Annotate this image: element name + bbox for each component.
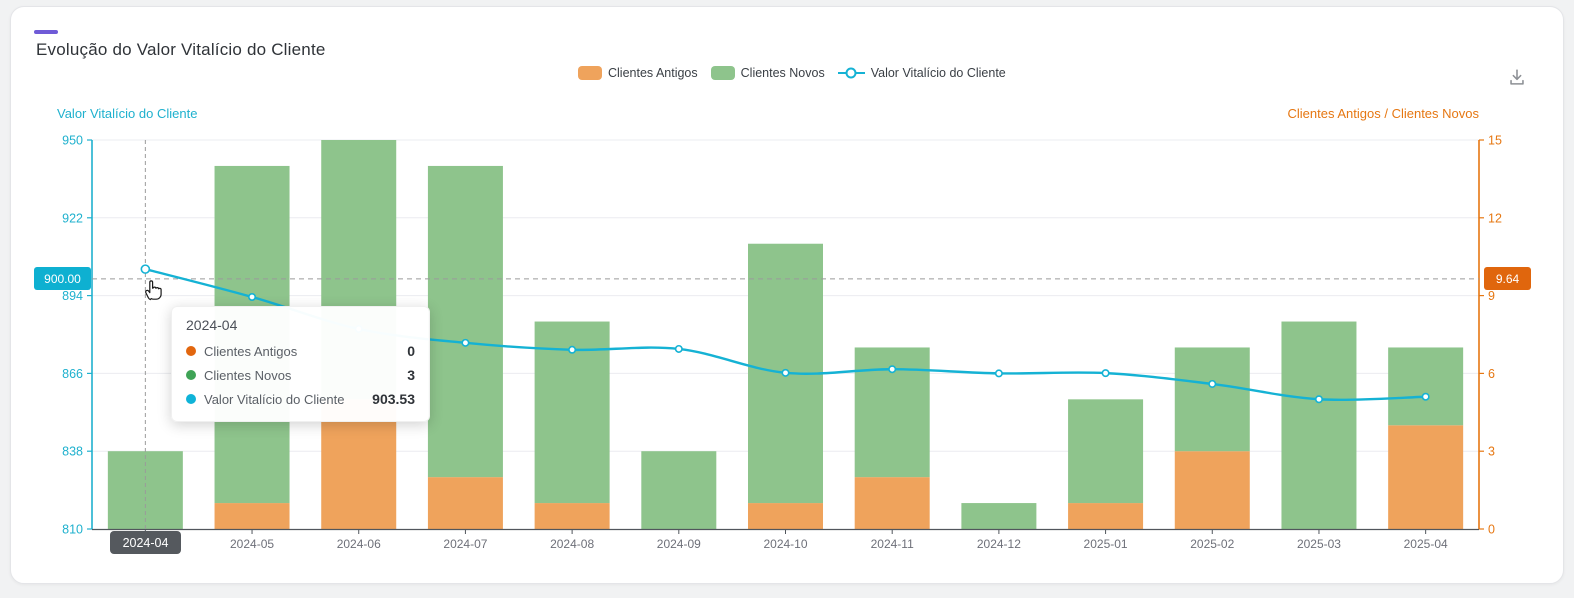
- legend-item-clientes-antigos[interactable]: Clientes Antigos: [578, 66, 698, 80]
- novos-dot-icon: [186, 370, 196, 380]
- bar-2024-07-novos[interactable]: [427, 165, 503, 478]
- tooltip-label: Clientes Novos: [204, 367, 292, 383]
- tooltip-row-clientes-antigos: Clientes Antigos 0: [186, 339, 415, 363]
- tooltip-row-valor-vitalicio: Valor Vitalício do Cliente 903.53: [186, 387, 415, 411]
- bar-2024-07-antigos[interactable]: [427, 477, 503, 529]
- tooltip-label: Clientes Antigos: [204, 343, 298, 359]
- tooltip-title: 2024-04: [186, 317, 238, 333]
- bar-2024-08-novos[interactable]: [534, 321, 610, 504]
- left-axis-title: Valor Vitalício do Cliente: [57, 106, 198, 121]
- bar-2024-11-antigos[interactable]: [854, 477, 930, 529]
- tooltip-row-clientes-novos: Clientes Novos 3: [186, 363, 415, 387]
- bar-2025-02-novos[interactable]: [1174, 347, 1250, 452]
- x-axis-pointer-badge: 2024-04: [110, 531, 181, 554]
- valor-dot-icon: [186, 394, 196, 404]
- bar-2024-10-novos[interactable]: [748, 243, 823, 504]
- tooltip-value: 3: [407, 367, 415, 383]
- bar-2024-12-novos[interactable]: [961, 503, 1037, 529]
- bar-2025-02-antigos[interactable]: [1174, 451, 1250, 529]
- legend-label-valor-vitalicio: Valor Vitalício do Cliente: [870, 66, 1006, 80]
- tooltip-value: 0: [407, 343, 415, 359]
- legend-line-marker-icon: [838, 66, 865, 80]
- bar-2025-04-novos[interactable]: [1388, 347, 1464, 426]
- page-title: Evolução do Valor Vitalício do Cliente: [36, 40, 326, 59]
- bar-2024-09-novos[interactable]: [641, 451, 717, 529]
- tooltip: 2024-04 Clientes Antigos 0 Clientes Novo…: [171, 306, 430, 422]
- legend-item-clientes-novos[interactable]: Clientes Novos: [710, 66, 825, 80]
- bar-2025-03-novos[interactable]: [1281, 321, 1357, 529]
- bar-2024-04-novos[interactable]: [107, 451, 183, 529]
- bar-2024-05-antigos[interactable]: [214, 503, 290, 529]
- tooltip-label: Valor Vitalício do Cliente: [204, 391, 345, 407]
- legend-swatch-clientes-antigos: [578, 66, 602, 80]
- bar-2024-10-antigos[interactable]: [748, 503, 823, 529]
- bar-2024-11-novos[interactable]: [854, 347, 930, 478]
- legend-item-valor-vitalicio[interactable]: Valor Vitalício do Cliente: [838, 66, 1006, 80]
- bar-2025-01-novos[interactable]: [1068, 399, 1144, 504]
- download-button[interactable]: [1502, 62, 1532, 92]
- bar-2024-08-antigos[interactable]: [534, 503, 610, 529]
- legend-label-clientes-antigos: Clientes Antigos: [608, 66, 698, 80]
- download-icon: [1510, 69, 1524, 85]
- tooltip-value: 903.53: [372, 391, 415, 407]
- right-axis-pointer-badge: 9.64: [1484, 267, 1531, 290]
- legend-label-clientes-novos: Clientes Novos: [740, 66, 825, 80]
- bar-2025-04-antigos[interactable]: [1388, 425, 1464, 529]
- legend: Clientes Antigos Clientes Novos Valor Vi…: [578, 66, 1006, 80]
- card-accent-dash: [34, 30, 58, 34]
- antigos-dot-icon: [186, 346, 196, 356]
- bar-2025-01-antigos[interactable]: [1068, 503, 1144, 529]
- left-axis-pointer-badge: 900.00: [34, 267, 91, 290]
- right-axis-title: Clientes Antigos / Clientes Novos: [1287, 106, 1479, 121]
- legend-swatch-clientes-novos: [710, 66, 735, 80]
